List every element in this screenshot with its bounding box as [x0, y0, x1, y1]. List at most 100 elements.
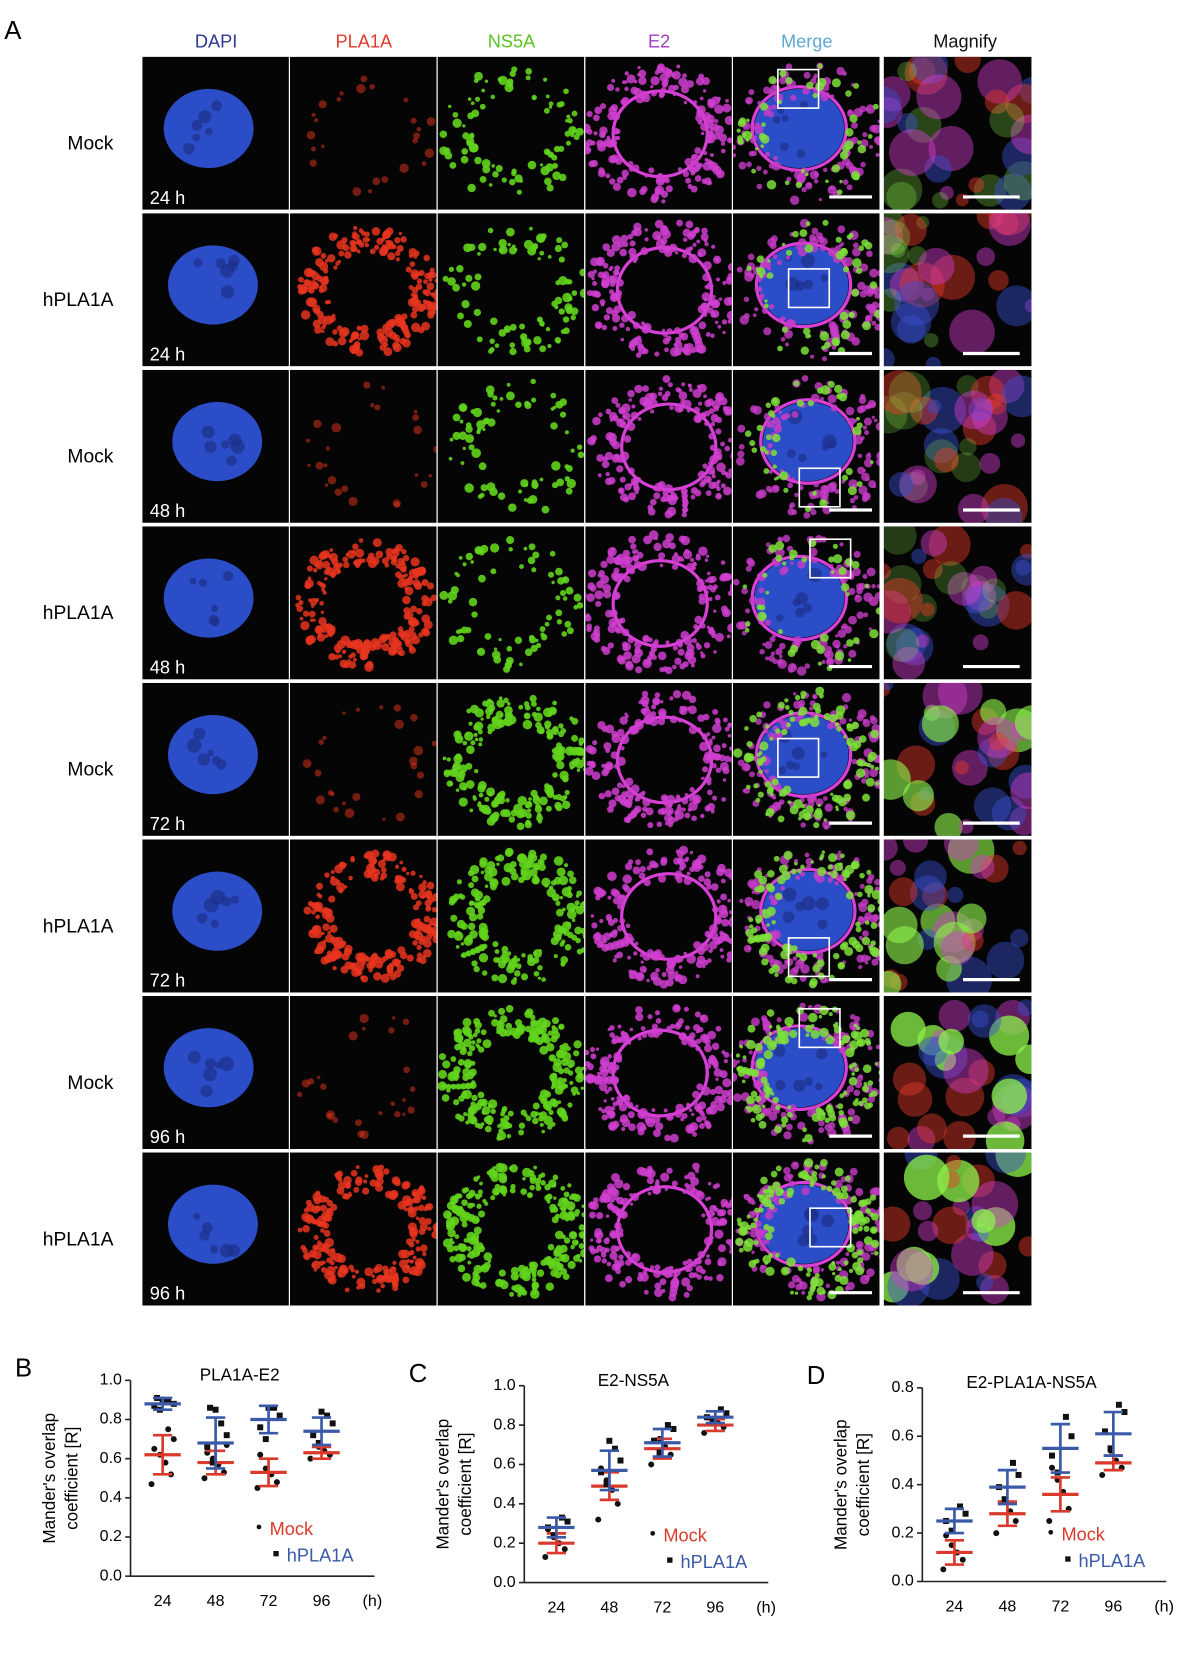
- speckle: [427, 896, 435, 904]
- nucleus-spot: [795, 901, 805, 912]
- speckle: [871, 889, 880, 900]
- speckle: [576, 768, 581, 772]
- speckle: [338, 250, 345, 257]
- blob: [977, 59, 1022, 104]
- speckle: [553, 856, 564, 866]
- speckle: [615, 1098, 624, 1106]
- speckle: [519, 179, 523, 183]
- speckle: [569, 1080, 574, 1086]
- speckle: [651, 1108, 656, 1113]
- speckle: [474, 96, 481, 102]
- speckle: [862, 573, 868, 580]
- speckle: [478, 953, 489, 963]
- speckle: [745, 1105, 749, 1110]
- speckle: [697, 854, 707, 864]
- speckle: [380, 866, 387, 873]
- speckle: [507, 715, 517, 725]
- speckle: [615, 402, 621, 408]
- speckle: [755, 490, 765, 499]
- speckle: [330, 870, 335, 874]
- blob: [897, 112, 918, 134]
- image-cell: [882, 213, 1032, 367]
- blob: [885, 392, 923, 430]
- nucleus-spot: [193, 258, 203, 268]
- speckle: [666, 959, 676, 969]
- speckle: [608, 799, 617, 808]
- speckle: [498, 247, 504, 253]
- speckle: [732, 153, 737, 158]
- speckle: [482, 165, 491, 174]
- speckle: [810, 354, 815, 359]
- speckle: [792, 230, 799, 238]
- speckle: [491, 974, 499, 982]
- speckle: [538, 1112, 543, 1117]
- speckle: [561, 241, 569, 249]
- speckle: [449, 781, 454, 786]
- speckle: [663, 1108, 668, 1113]
- speckle: [621, 1126, 626, 1132]
- speckle: [733, 1093, 742, 1102]
- speckle: [495, 165, 503, 173]
- speckle: [426, 881, 435, 890]
- speckle: [607, 895, 612, 900]
- speckle: [579, 288, 585, 298]
- speckle: [772, 900, 778, 906]
- speckle: [652, 976, 662, 986]
- speckle: [555, 1049, 565, 1059]
- speckle: [848, 232, 854, 238]
- speckle: [384, 327, 394, 338]
- blob: [961, 585, 990, 614]
- speckle: [343, 561, 350, 569]
- speckle: [566, 478, 576, 489]
- speckle: [576, 747, 585, 756]
- blob: [882, 526, 917, 555]
- speckle: [379, 246, 389, 256]
- speckle: [675, 387, 681, 393]
- speckle: [782, 534, 791, 543]
- image-cell: [437, 839, 585, 993]
- speckle: [822, 219, 829, 226]
- speckle: [344, 885, 348, 889]
- speckle: [861, 1085, 869, 1093]
- speckle: [356, 325, 362, 331]
- speckle: [328, 895, 336, 903]
- speckle: [423, 279, 429, 285]
- zoom-box: [787, 937, 831, 978]
- speckle: [469, 808, 474, 813]
- speckle: [771, 941, 777, 947]
- speckle: [737, 450, 745, 458]
- speckle: [674, 1109, 683, 1118]
- blob: [902, 780, 935, 812]
- speckle: [582, 932, 585, 940]
- speckle: [714, 320, 719, 325]
- speckle: [685, 177, 692, 184]
- speckle: [452, 761, 461, 770]
- speckle: [622, 414, 627, 419]
- speckle: [866, 250, 873, 258]
- speckle: [774, 1125, 782, 1134]
- speckle: [309, 555, 319, 566]
- speckle: [621, 641, 629, 648]
- speckle: [667, 809, 672, 815]
- speckle: [820, 396, 824, 401]
- speckle: [695, 1045, 701, 1051]
- speckle: [421, 579, 429, 587]
- speckle: [462, 740, 468, 746]
- speckle: [661, 394, 669, 402]
- speckle: [530, 701, 537, 707]
- speckle: [717, 324, 722, 329]
- speckle: [789, 716, 796, 723]
- speckle: [638, 872, 646, 880]
- row-label: Mock: [67, 134, 113, 155]
- speckle: [799, 871, 806, 877]
- speckle: [685, 247, 692, 254]
- speckle: [510, 979, 517, 985]
- nucleus-spot: [820, 273, 829, 282]
- speckle: [570, 448, 575, 453]
- speckle: [632, 866, 641, 875]
- speckle: [474, 895, 481, 902]
- speckle: [453, 730, 462, 739]
- speckle: [562, 316, 570, 323]
- speckle: [562, 1077, 567, 1083]
- speckle: [525, 812, 532, 819]
